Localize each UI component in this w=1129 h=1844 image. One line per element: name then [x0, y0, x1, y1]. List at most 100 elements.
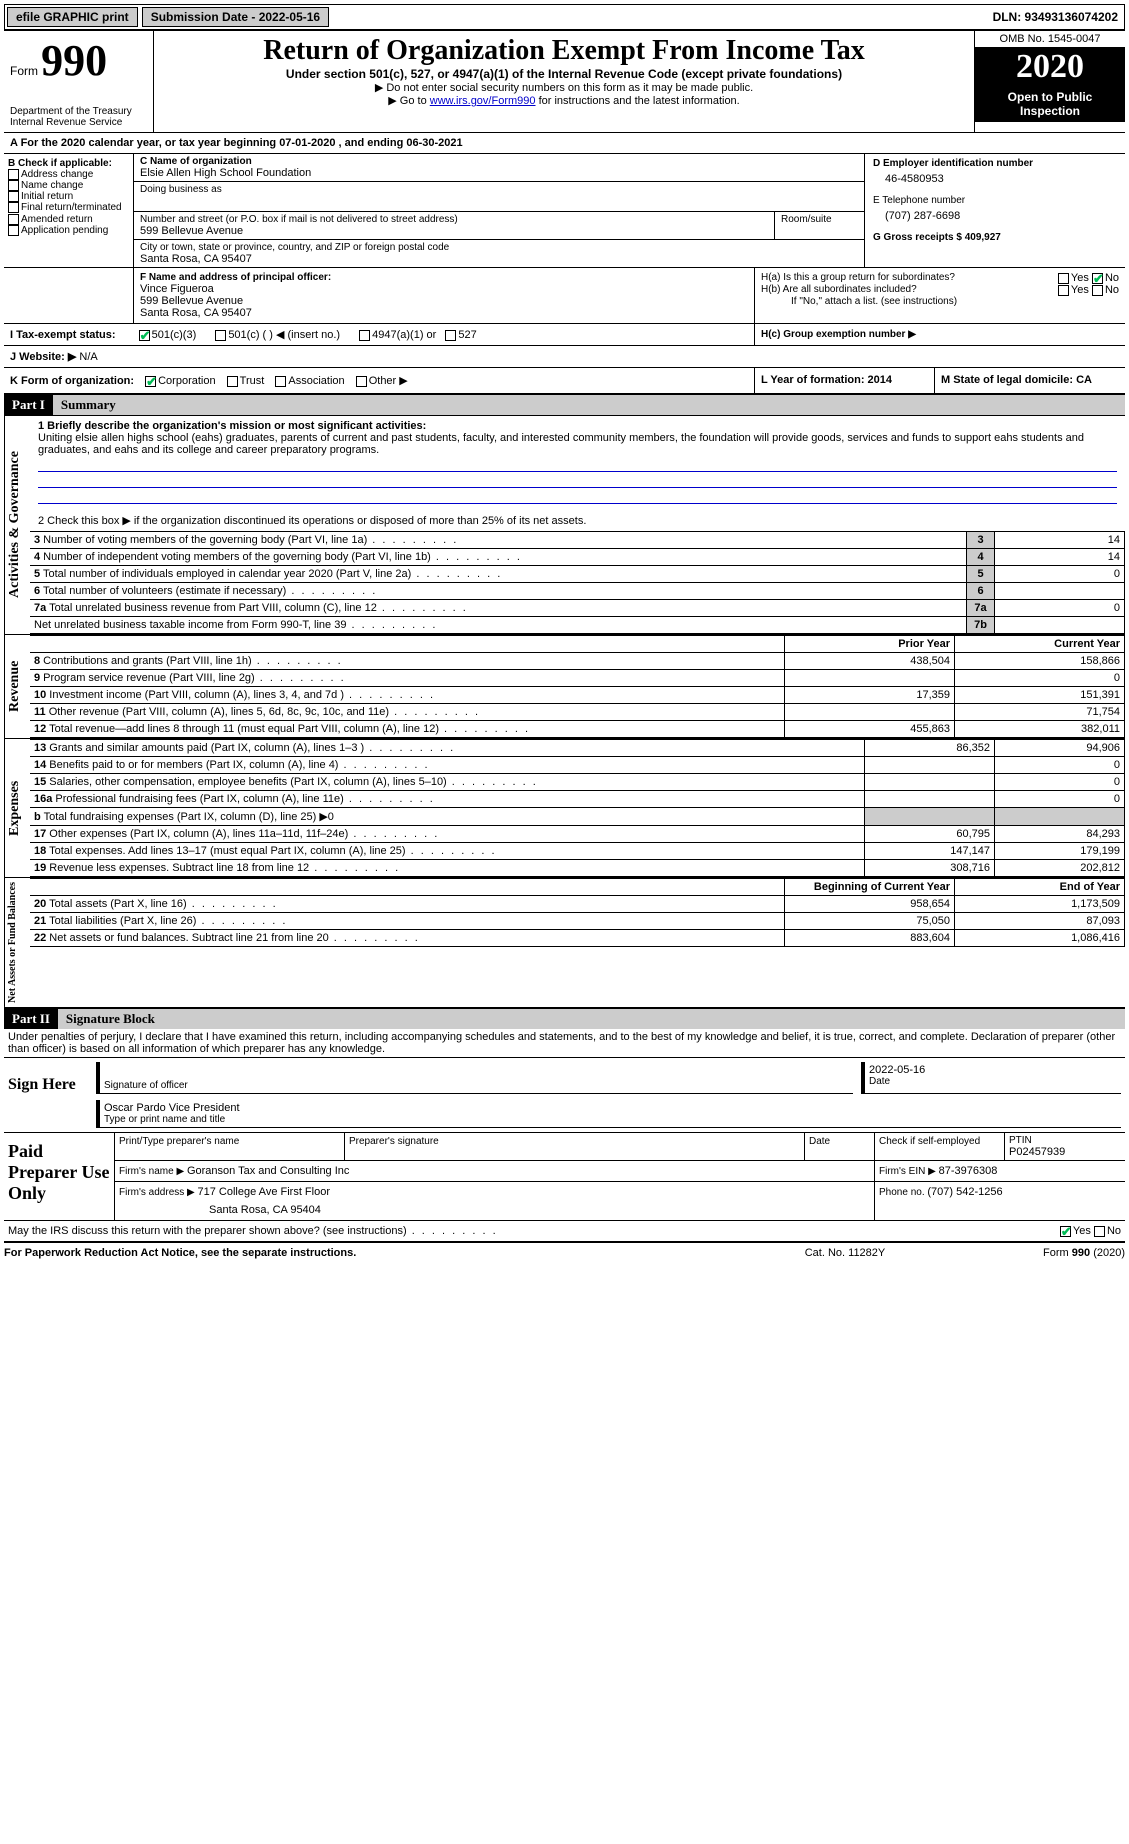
cb-4947[interactable] [359, 330, 370, 341]
type-name-label: Type or print name and title [104, 1114, 1117, 1125]
cb-address-change[interactable] [8, 169, 19, 180]
form-footer: Form 990 (2020) [945, 1247, 1125, 1259]
firm-ein: 87-3976308 [939, 1165, 998, 1177]
sig-officer-label: Signature of officer [104, 1080, 849, 1091]
date-label: Date [869, 1076, 1117, 1087]
firm-phone: (707) 542-1256 [927, 1186, 1002, 1198]
ein-value: 46-4580953 [873, 169, 1117, 195]
h-note: If "No," attach a list. (see instruction… [761, 296, 1119, 307]
section-d-label: D Employer identification number [873, 158, 1117, 169]
org-city: Santa Rosa, CA 95407 [140, 253, 858, 265]
netassets-table: Beginning of Current YearEnd of Year 20 … [30, 878, 1125, 947]
cb-501c[interactable] [215, 330, 226, 341]
cb-ha-yes[interactable] [1058, 273, 1069, 284]
irs-discuss: May the IRS discuss this return with the… [8, 1225, 1060, 1237]
section-c-label: C Name of organization [140, 156, 858, 167]
section-i-label: I Tax-exempt status: [10, 329, 116, 341]
officer-addr2: Santa Rosa, CA 95407 [140, 307, 748, 319]
cb-corp[interactable] [145, 376, 156, 387]
side-netassets: Net Assets or Fund Balances [4, 878, 30, 1007]
firm-addr2: Santa Rosa, CA 95404 [119, 1198, 870, 1216]
firm-addr1: 717 College Ave First Floor [198, 1186, 330, 1198]
dba-label: Doing business as [140, 184, 858, 195]
cb-irs-yes[interactable] [1060, 1226, 1071, 1237]
room-label: Room/suite [781, 214, 858, 225]
form-subtitle: Under section 501(c), 527, or 4947(a)(1)… [160, 67, 968, 81]
hb-label: H(b) Are all subordinates included? [761, 284, 917, 296]
org-name: Elsie Allen High School Foundation [140, 167, 858, 179]
part1-title: Summary [53, 395, 1125, 415]
section-a: A For the 2020 calendar year, or tax yea… [4, 133, 1125, 154]
section-l: L Year of formation: 2014 [761, 374, 892, 386]
side-expenses: Expenses [4, 739, 30, 877]
website-value: N/A [79, 351, 97, 363]
cb-other[interactable] [356, 376, 367, 387]
submission-date: Submission Date - 2022-05-16 [142, 7, 329, 27]
cb-amended[interactable] [8, 214, 19, 225]
city-label: City or town, state or province, country… [140, 242, 858, 253]
tax-year: 2020 [975, 48, 1125, 86]
cb-hb-no[interactable] [1092, 285, 1103, 296]
topbar: efile GRAPHIC print Submission Date - 20… [4, 4, 1125, 30]
cb-name-change[interactable] [8, 180, 19, 191]
section-f-label: F Name and address of principal officer: [140, 272, 748, 283]
irs-link[interactable]: www.irs.gov/Form990 [430, 95, 536, 107]
cb-initial-return[interactable] [8, 191, 19, 202]
open-public: Open to Public Inspection [975, 86, 1125, 122]
org-address: 599 Bellevue Avenue [140, 225, 768, 237]
ag-table: 3 Number of voting members of the govern… [30, 531, 1125, 634]
officer-printed: Oscar Pardo Vice President [104, 1102, 1117, 1114]
instr-1: ▶ Do not enter social security numbers o… [160, 81, 968, 94]
section-k-label: K Form of organization: [10, 375, 134, 387]
cb-assoc[interactable] [275, 376, 286, 387]
cat-no: Cat. No. 11282Y [745, 1247, 945, 1259]
instr-2: ▶ Go to www.irs.gov/Form990 for instruct… [160, 94, 968, 107]
sig-date: 2022-05-16 [869, 1064, 1117, 1076]
cb-final-return[interactable] [8, 202, 19, 213]
part2-hdr: Part II [4, 1009, 58, 1029]
form-title: Return of Organization Exempt From Incom… [160, 35, 968, 67]
section-b-label: B Check if applicable: [8, 158, 129, 169]
cb-527[interactable] [445, 330, 456, 341]
side-activities-gov: Activities & Governance [4, 416, 30, 634]
firm-name: Goranson Tax and Consulting Inc [187, 1165, 349, 1177]
section-g-label: G Gross receipts $ 409,927 [873, 232, 1117, 243]
omb-number: OMB No. 1545-0047 [975, 31, 1125, 48]
ha-label: H(a) Is this a group return for subordin… [761, 272, 955, 284]
cb-ha-no[interactable] [1092, 273, 1103, 284]
dln-label: DLN: 93493136074202 [987, 8, 1124, 26]
line1-text: Uniting elsie allen highs school (eahs) … [38, 432, 1117, 456]
cb-trust[interactable] [227, 376, 238, 387]
form-label: Form 990 [10, 35, 147, 86]
declaration: Under penalties of perjury, I declare th… [4, 1029, 1125, 1058]
phone-value: (707) 287-6698 [873, 206, 1117, 232]
prep-name-label: Print/Type preparer's name [119, 1136, 239, 1147]
cb-irs-no[interactable] [1094, 1226, 1105, 1237]
cb-501c3[interactable] [139, 330, 150, 341]
sign-here-label: Sign Here [4, 1058, 84, 1132]
prep-sig-label: Preparer's signature [349, 1136, 439, 1147]
cb-app-pending[interactable] [8, 225, 19, 236]
ptin-label: PTIN [1009, 1135, 1121, 1146]
line2: 2 Check this box ▶ if the organization d… [30, 510, 1125, 531]
officer-name: Vince Figueroa [140, 283, 748, 295]
part2-title: Signature Block [58, 1009, 1125, 1029]
side-revenue: Revenue [4, 635, 30, 738]
paid-preparer-label: Paid Preparer Use Only [4, 1133, 114, 1220]
prep-date-label: Date [809, 1136, 830, 1147]
pra-notice: For Paperwork Reduction Act Notice, see … [4, 1247, 745, 1259]
efile-button[interactable]: efile GRAPHIC print [7, 7, 138, 27]
line1-label: 1 Briefly describe the organization's mi… [38, 420, 1117, 432]
section-m: M State of legal domicile: CA [941, 374, 1092, 386]
addr-label: Number and street (or P.O. box if mail i… [140, 214, 768, 225]
revenue-table: Prior YearCurrent Year 8 Contributions a… [30, 635, 1125, 738]
dept-label: Department of the Treasury Internal Reve… [10, 106, 147, 128]
expenses-table: 13 Grants and similar amounts paid (Part… [30, 739, 1125, 877]
cb-hb-yes[interactable] [1058, 285, 1069, 296]
section-e-label: E Telephone number [873, 195, 1117, 206]
ptin-value: P02457939 [1009, 1146, 1121, 1158]
officer-addr1: 599 Bellevue Avenue [140, 295, 748, 307]
section-j-label: J Website: ▶ [10, 351, 76, 363]
part1-hdr: Part I [4, 395, 53, 415]
hc-label: H(c) Group exemption number ▶ [761, 329, 916, 340]
